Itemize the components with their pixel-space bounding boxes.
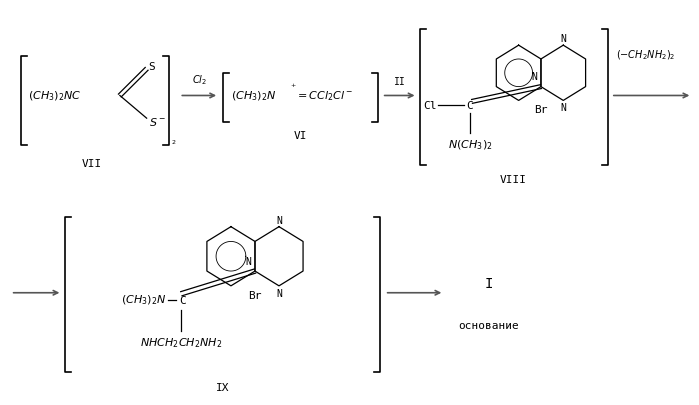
Text: II: II <box>394 77 405 86</box>
Text: Br: Br <box>248 290 262 300</box>
Text: IX: IX <box>216 382 230 392</box>
Text: Cl: Cl <box>423 101 436 111</box>
Text: $=CCl_2Cl^-$: $=CCl_2Cl^-$ <box>296 90 354 103</box>
Text: $N(CH_3)_2$: $N(CH_3)_2$ <box>448 138 492 151</box>
Text: VI: VI <box>294 131 307 141</box>
Text: $(CH_3)_2NC$: $(CH_3)_2NC$ <box>27 90 81 103</box>
Text: N: N <box>561 103 566 113</box>
Text: $NHCH_2CH_2NH_2$: $NHCH_2CH_2NH_2$ <box>140 335 222 349</box>
Text: C: C <box>466 101 473 111</box>
Text: $_2$: $_2$ <box>171 138 177 147</box>
Text: N: N <box>531 72 537 81</box>
Text: $Cl_2$: $Cl_2$ <box>192 72 207 86</box>
Text: VIII: VIII <box>500 175 527 185</box>
Text: $(-CH_2NH_2)_2$: $(-CH_2NH_2)_2$ <box>616 48 675 62</box>
Text: N: N <box>276 288 282 298</box>
Text: VII: VII <box>82 158 102 168</box>
Text: N: N <box>561 34 566 44</box>
Text: $(CH_3)_2N$: $(CH_3)_2N$ <box>121 293 166 307</box>
Text: Br: Br <box>534 105 548 115</box>
Text: $S^-$: $S^-$ <box>149 116 166 128</box>
Text: S: S <box>149 62 155 72</box>
Text: N: N <box>245 256 251 266</box>
Text: N: N <box>276 215 282 225</box>
Text: $(CH_3)_2N$: $(CH_3)_2N$ <box>231 90 276 103</box>
Text: I: I <box>484 276 493 290</box>
Text: $^+$: $^+$ <box>289 82 297 91</box>
Text: основание: основание <box>459 321 519 330</box>
Text: C: C <box>180 295 186 305</box>
